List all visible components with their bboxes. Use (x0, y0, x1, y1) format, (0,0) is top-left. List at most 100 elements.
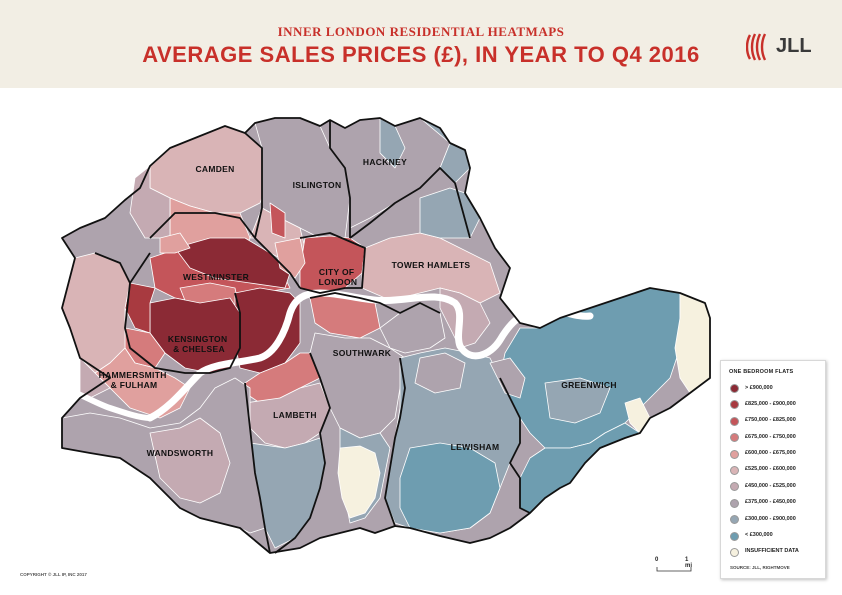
legend-swatch (730, 515, 739, 525)
boundary-westminster-north (149, 212, 301, 289)
ward-wandsworth-b (149, 417, 231, 504)
legend-item: £525,000 - £600,000 (721, 463, 825, 479)
label-hammersmith: HAMMERSMITH & FULHAM (99, 370, 170, 390)
ward-greenwich-d (489, 357, 526, 399)
legend-item: £750,000 - £825,000 (721, 414, 825, 430)
copyright-text: COPYRIGHT © JLL IP, INC 2017 (20, 572, 87, 577)
ward-westminster-d (159, 232, 191, 254)
legend-item: > £900,000 (721, 381, 825, 397)
legend-label: £600,000 - £675,000 (745, 450, 796, 457)
legend-swatch (730, 433, 739, 443)
boundary-southwark-north (309, 292, 441, 314)
boundary-southwark-lambeth (274, 352, 331, 554)
ward-city-pink (274, 237, 306, 279)
legend-swatch (730, 482, 739, 492)
outer-boundary (61, 117, 711, 554)
label-hammersmith-line2: & FULHAM (111, 380, 158, 390)
legend-label: £750,000 - £825,000 (745, 417, 796, 424)
legend-swatch (730, 400, 739, 410)
legend-item: £300,000 - £900,000 (721, 512, 825, 528)
legend-swatch (730, 465, 739, 475)
legend-swatch (730, 449, 739, 459)
legend-label: £675,000 - £750,000 (745, 433, 796, 440)
map-supertitle: INNER LONDON RESIDENTIAL HEATMAPS (277, 24, 565, 39)
boundary-lambeth-wandsworth (244, 382, 271, 554)
label-city-of-london-line2: LONDON (319, 277, 358, 287)
ward-hammersmith-b (94, 347, 191, 419)
boundary-islington-hackney (329, 120, 351, 238)
ward-lewisham-c (414, 352, 466, 394)
legend-swatch (730, 531, 739, 541)
legend-swatch (730, 498, 739, 508)
legend-label: £825,000 - £900,000 (745, 400, 796, 407)
jll-logo: JLL (745, 32, 832, 62)
label-camden: CAMDEN (195, 164, 234, 174)
borough-labels: CAMDEN ISLINGTON HACKNEY WESTMINSTER CIT… (99, 157, 617, 458)
borough-boundaries (61, 117, 711, 554)
legend-label: £300,000 - £900,000 (745, 515, 796, 522)
ward-greenwich-b (544, 377, 611, 424)
legend-rows: > £900,000 £825,000 - £900,000 £750,000 … (721, 381, 825, 561)
label-hackney: HACKNEY (363, 157, 407, 167)
legend-item: £375,000 - £450,000 (721, 496, 825, 512)
legend-item: INSUFFICIENT DATA (721, 545, 825, 561)
boundary-southwark-lewisham (384, 357, 406, 527)
label-westminster: WESTMINSTER (183, 272, 249, 282)
legend-label: £450,000 - £525,000 (745, 482, 796, 489)
legend-item: £675,000 - £750,000 (721, 430, 825, 446)
label-greenwich: GREENWICH (561, 380, 617, 390)
header-band: INNER LONDON RESIDENTIAL HEATMAPS AVERAG… (0, 0, 842, 88)
legend-label: < £300,000 (745, 532, 773, 539)
jll-logo-icon (745, 33, 767, 61)
boundary-camden-islington (244, 132, 263, 239)
label-kensington-line1: KENSINGTON (168, 334, 228, 344)
legend-item: £825,000 - £900,000 (721, 397, 825, 413)
ward-westminster-b (174, 237, 291, 289)
label-islington: ISLINGTON (293, 180, 342, 190)
label-southwark: SOUTHWARK (333, 348, 392, 358)
legend-title: ONE BEDROOM FLATS (729, 369, 794, 375)
legend-swatch (730, 547, 739, 557)
legend-swatch (730, 416, 739, 426)
jll-logo-text: JLL (776, 35, 812, 57)
boundary-hammersmith (94, 252, 131, 284)
legend-source: SOURCE: JLL, RIGHTMOVE (730, 565, 790, 570)
label-lewisham: LEWISHAM (451, 442, 500, 452)
boundary-city (299, 232, 366, 294)
label-city-of-london-line1: CITY OF (319, 267, 354, 277)
scale-end-label: 1 mi (685, 557, 693, 569)
boundary-hackney-towerhamlets (349, 167, 471, 239)
legend-item: £600,000 - £675,000 (721, 447, 825, 463)
label-lambeth: LAMBETH (273, 410, 317, 420)
scale-bar: 0 1 mi (655, 557, 695, 575)
london-heatmap: CAMDEN ISLINGTON HACKNEY WESTMINSTER CIT… (59, 117, 711, 554)
label-hammersmith-line1: HAMMERSMITH (99, 370, 167, 380)
legend-panel: ONE BEDROOM FLATS > £900,000 £825,000 - … (720, 360, 826, 579)
legend-label: £375,000 - £450,000 (745, 499, 796, 506)
label-wandsworth: WANDSWORTH (147, 448, 214, 458)
label-kensington: KENSINGTON & CHELSEA (168, 334, 230, 354)
legend-swatch (730, 384, 739, 393)
label-kensington-line2: & CHELSEA (173, 344, 225, 354)
ward-tower-hamlets-c (419, 187, 481, 239)
ward-insufficient-south (337, 445, 381, 519)
river-thames-west (59, 385, 153, 421)
ward-insufficient-east (674, 292, 711, 394)
label-tower-hamlets: TOWER HAMLETS (392, 260, 471, 270)
boundary-lewisham-greenwich (499, 377, 531, 514)
scale-bar-line (656, 567, 692, 572)
ward-polygons (61, 117, 711, 554)
river-thames (146, 289, 594, 422)
legend-label: > £900,000 (745, 384, 773, 391)
map-title: AVERAGE SALES PRICES (£), IN YEAR TO Q4 … (142, 42, 700, 67)
legend-item: < £300,000 (721, 529, 825, 545)
ward-lewisham-b (399, 442, 501, 534)
boundary-kensington (124, 252, 241, 374)
legend-item: £450,000 - £525,000 (721, 479, 825, 495)
scale-start-label: 0 (655, 557, 659, 563)
legend-label: £525,000 - £600,000 (745, 466, 796, 473)
ward-westminster-e (234, 287, 301, 374)
ward-islington-c (269, 202, 286, 239)
legend-label: INSUFFICIENT DATA (745, 548, 799, 555)
label-city-of-london: CITY OF LONDON (319, 267, 358, 287)
